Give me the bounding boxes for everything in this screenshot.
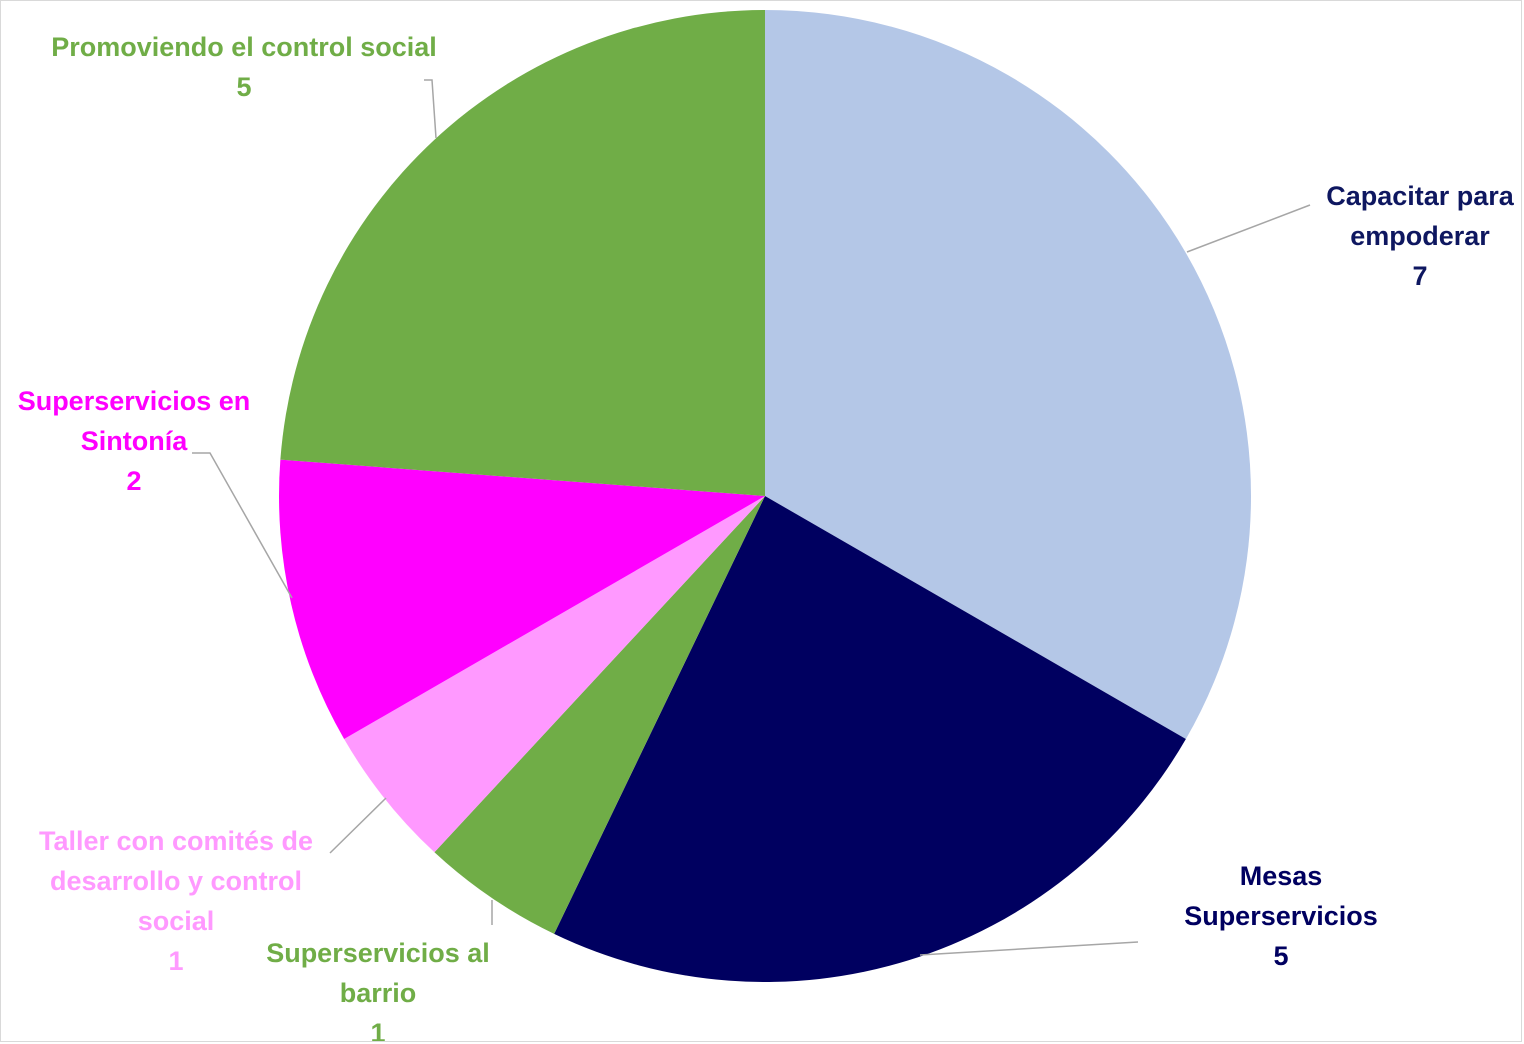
leader-line-1 — [1186, 204, 1311, 253]
slice-name-line: Capacitar para — [1326, 181, 1515, 211]
slice-name-line: barrio — [340, 978, 417, 1008]
slice-name-line: Sintonía — [81, 426, 188, 456]
pie-slices — [279, 10, 1252, 983]
slice-value-label: 1 — [370, 1018, 385, 1044]
pie-slice-5 — [279, 459, 765, 739]
leader-line-5 — [192, 452, 293, 599]
slice-value-label: 7 — [1412, 261, 1427, 291]
slice-label-5: Superservicios en Sintonía 2 — [18, 386, 251, 496]
pie-slice-3 — [434, 496, 765, 934]
slice-value-label: 2 — [126, 466, 141, 496]
slice-label-4: Taller con comités de desarrollo y contro… — [39, 826, 313, 976]
leader-line-2 — [919, 941, 1139, 956]
leader-lines — [192, 79, 1311, 956]
leader-line-4 — [329, 797, 387, 854]
slice-name-line: Mesas — [1240, 861, 1323, 891]
slice-name-line: empoderar — [1350, 221, 1490, 251]
slice-labels: Capacitar para empoderar 7 Mesas Superservic… — [18, 32, 1515, 1044]
slice-name-line: Superservicios al — [266, 938, 490, 968]
pie-slice-1 — [765, 10, 1252, 739]
slice-name-line: Taller con comités de — [39, 826, 313, 856]
pie-slice-4 — [344, 496, 765, 853]
leader-line-6 — [424, 79, 437, 139]
slice-label-1: Capacitar para empoderar 7 — [1326, 181, 1515, 291]
slice-name-line: desarrollo y control — [50, 866, 302, 896]
slice-value-label: 5 — [236, 72, 251, 102]
slice-name-line: Superservicios en — [18, 386, 251, 416]
slice-value-label: 1 — [168, 946, 183, 976]
slice-name-line: Superservicios — [1184, 901, 1378, 931]
slice-label-6: Promoviendo el control social 5 — [51, 32, 437, 102]
slice-label-3: Superservicios al barrio 1 — [266, 938, 490, 1044]
pie-slice-6 — [280, 10, 765, 496]
slice-value-label: 5 — [1273, 941, 1288, 971]
slice-name-line: social — [138, 906, 215, 936]
slice-label-2: Mesas Superservicios 5 — [1184, 861, 1378, 971]
pie-slice-2 — [554, 496, 1186, 983]
slice-name-line: Promoviendo el control social — [51, 32, 437, 62]
